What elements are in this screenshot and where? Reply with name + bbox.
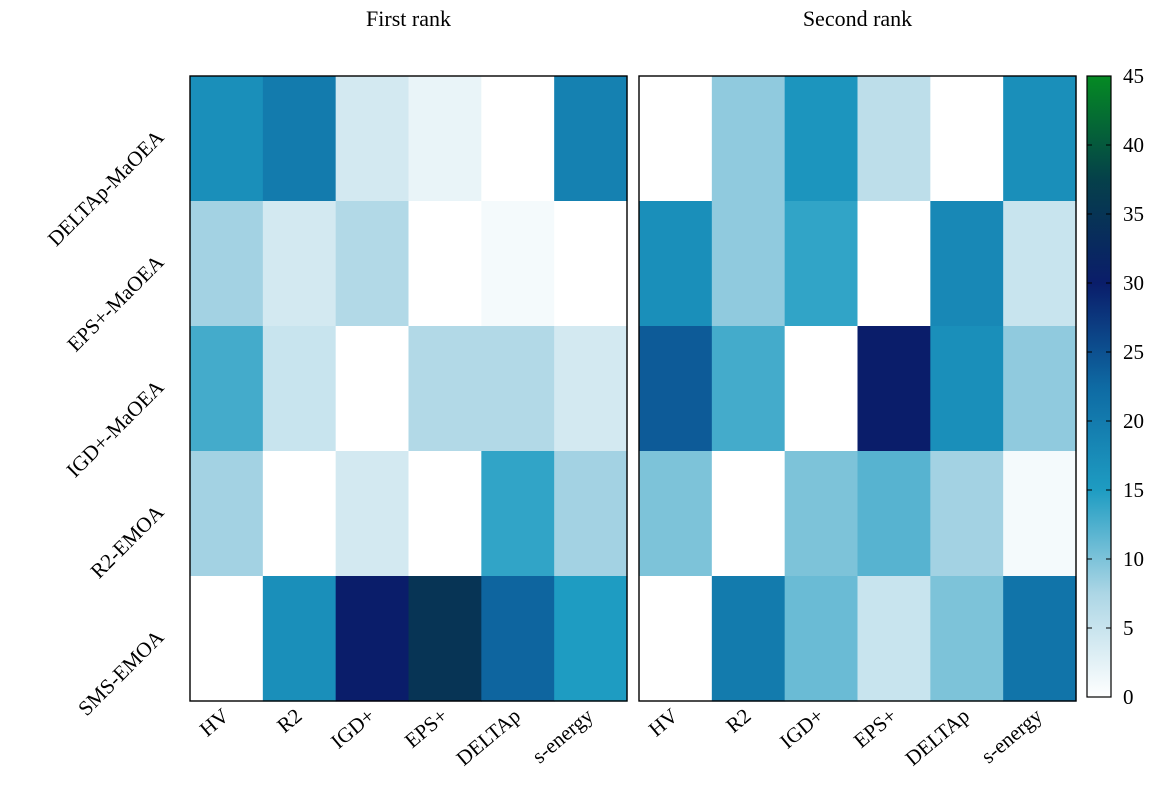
heatmap-cell-1-R2-EMOA-R2 [262,451,337,577]
x-tick-label: R2 [721,703,755,737]
x-tick-label: HV [195,703,234,741]
colorbar-tick-label: 10 [1123,547,1144,571]
heatmap-cell-2-SMS-EMOA-s-energy [1003,576,1077,702]
x-tick-label: IGD+ [775,703,828,753]
heatmap-cell-1-DELTAp-MaOEA-R2 [262,76,337,202]
heatmap-cell-2-R2-EMOA-HV [639,451,713,577]
heatmap-cell-1-IGD+-MaOEA-DELTAp [481,326,555,452]
heatmap-cell-2-IGD+-MaOEA-EPS+ [857,326,931,452]
heatmap-cell-1-SMS-EMOA-IGD+ [335,576,410,702]
heatmap-cell-2-SMS-EMOA-EPS+ [857,576,931,702]
heatmap-cell-2-EPS+-MaOEA-DELTAp [930,201,1004,327]
heatmap-cell-2-EPS+-MaOEA-s-energy [1003,201,1077,327]
heatmap-cell-1-EPS+-MaOEA-R2 [262,201,337,327]
colorbar-tick-label: 15 [1123,478,1144,502]
y-tick-label: R2-EMOA [86,499,170,583]
heatmap-cell-2-R2-EMOA-R2 [711,451,786,577]
x-tick-label: EPS+ [400,703,452,752]
heatmap-cell-1-R2-EMOA-DELTAp [481,451,555,577]
y-tick-label: EPS+-MaOEA [62,249,169,356]
colorbar-tick-label: 45 [1123,64,1144,88]
heatmap-cell-1-SMS-EMOA-EPS+ [408,576,482,702]
heatmap-cell-2-R2-EMOA-EPS+ [857,451,931,577]
colorbar-tick-label: 30 [1123,271,1144,295]
x-tick-label: R2 [272,703,306,737]
heatmap-cell-2-SMS-EMOA-HV [639,576,713,702]
panel-title-1: First rank [366,6,451,31]
y-tick-label: IGD+-MaOEA [62,374,170,482]
heatmap-cell-1-SMS-EMOA-HV [190,576,264,702]
heatmap-cell-2-IGD+-MaOEA-IGD+ [784,326,859,452]
heatmap-cell-2-IGD+-MaOEA-R2 [711,326,786,452]
colorbar-tick-label: 35 [1123,202,1144,226]
heatmap-cell-2-SMS-EMOA-IGD+ [784,576,859,702]
panel-title-2: Second rank [803,6,912,31]
heatmap-cell-1-EPS+-MaOEA-HV [190,201,264,327]
heatmap-cell-1-R2-EMOA-HV [190,451,264,577]
heatmap-cell-2-DELTAp-MaOEA-R2 [711,76,786,202]
heatmap-cell-2-R2-EMOA-DELTAp [930,451,1004,577]
heatmap-cell-1-SMS-EMOA-s-energy [554,576,628,702]
x-tick-label: IGD+ [326,703,379,753]
colorbar [1086,75,1112,698]
heatmap-cell-2-R2-EMOA-IGD+ [784,451,859,577]
heatmap-cell-2-DELTAp-MaOEA-HV [639,76,713,202]
y-tick-label: SMS-EMOA [73,624,169,720]
colorbar-tick-label: 40 [1123,133,1144,157]
heatmap-cell-2-EPS+-MaOEA-EPS+ [857,201,931,327]
colorbar-tick-label: 20 [1123,409,1144,433]
heatmap-cell-2-SMS-EMOA-DELTAp [930,576,1004,702]
heatmap-cell-2-DELTAp-MaOEA-s-energy [1003,76,1077,202]
x-tick-label: HV [644,703,683,741]
heatmap-cell-1-EPS+-MaOEA-DELTAp [481,201,555,327]
heatmap-cell-1-R2-EMOA-IGD+ [335,451,410,577]
panel-frame-1 [189,75,628,702]
heatmap-cell-2-IGD+-MaOEA-DELTAp [930,326,1004,452]
heatmap-cell-2-IGD+-MaOEA-HV [639,326,713,452]
x-tick-label: s-energy [527,703,598,768]
heatmap-cell-2-DELTAp-MaOEA-DELTAp [930,76,1004,202]
heatmap-cell-1-SMS-EMOA-DELTAp [481,576,555,702]
heatmap-cell-1-R2-EMOA-s-energy [554,451,628,577]
heatmap-cell-1-DELTAp-MaOEA-s-energy [554,76,628,202]
heatmap-cell-1-R2-EMOA-EPS+ [408,451,482,577]
colorbar-tick-label: 0 [1123,685,1134,709]
panel-frame-2 [638,75,1077,702]
heatmap-cell-2-DELTAp-MaOEA-IGD+ [784,76,859,202]
heatmap-cell-1-IGD+-MaOEA-HV [190,326,264,452]
heatmap-cell-1-IGD+-MaOEA-IGD+ [335,326,410,452]
heatmap-cell-1-EPS+-MaOEA-s-energy [554,201,628,327]
heatmap-cell-1-IGD+-MaOEA-R2 [262,326,337,452]
x-tick-label: s-energy [976,703,1047,768]
heatmap-cell-2-EPS+-MaOEA-IGD+ [784,201,859,327]
x-tick-label: DELTAp [901,703,974,770]
heatmap-cell-1-IGD+-MaOEA-s-energy [554,326,628,452]
heatmap-cell-2-IGD+-MaOEA-s-energy [1003,326,1077,452]
heatmap-cell-1-DELTAp-MaOEA-HV [190,76,264,202]
heatmap-cell-1-DELTAp-MaOEA-EPS+ [408,76,482,202]
heatmap-cell-1-DELTAp-MaOEA-IGD+ [335,76,410,202]
heatmap-cell-1-EPS+-MaOEA-EPS+ [408,201,482,327]
heatmap-cell-1-IGD+-MaOEA-EPS+ [408,326,482,452]
x-tick-label: DELTAp [452,703,525,770]
heatmap-cell-1-EPS+-MaOEA-IGD+ [335,201,410,327]
y-tick-label: DELTAp-MaOEA [43,124,169,250]
heatmap-cell-2-SMS-EMOA-R2 [711,576,786,702]
heatmap-cell-1-DELTAp-MaOEA-DELTAp [481,76,555,202]
x-tick-label: EPS+ [849,703,901,752]
heatmap-cell-2-EPS+-MaOEA-R2 [711,201,786,327]
heatmap-cell-1-SMS-EMOA-R2 [262,576,337,702]
colorbar-tick-label: 25 [1123,340,1144,364]
colorbar-tick-label: 5 [1123,616,1134,640]
heatmap-cell-2-EPS+-MaOEA-HV [639,201,713,327]
heatmap-cell-2-DELTAp-MaOEA-EPS+ [857,76,931,202]
heatmap-cell-2-R2-EMOA-s-energy [1003,451,1077,577]
